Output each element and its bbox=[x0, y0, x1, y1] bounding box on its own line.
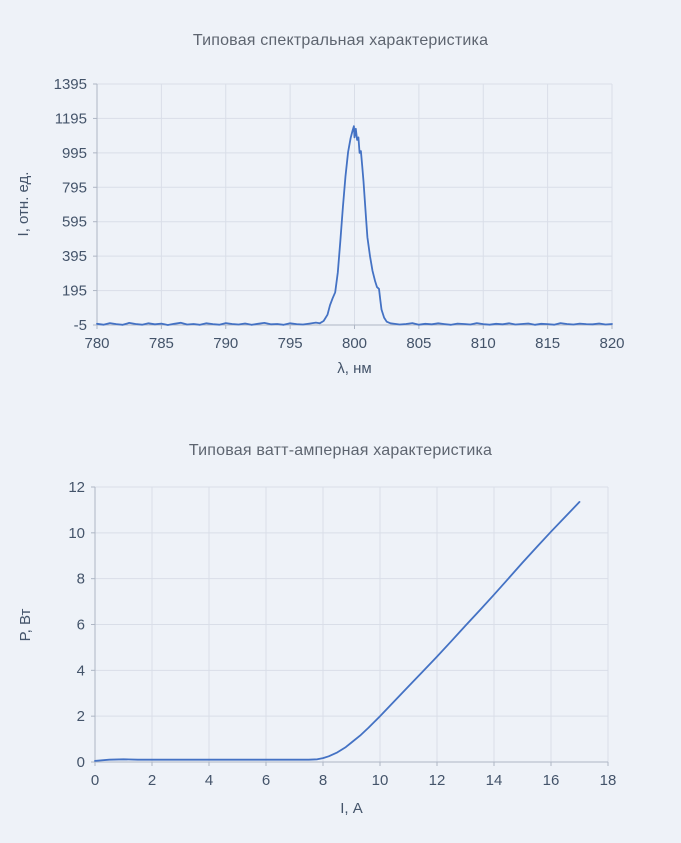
svg-text:0: 0 bbox=[77, 754, 85, 771]
svg-text:16: 16 bbox=[543, 772, 560, 789]
svg-text:820: 820 bbox=[599, 335, 624, 352]
svg-text:1395: 1395 bbox=[54, 76, 87, 93]
svg-text:6: 6 bbox=[77, 617, 85, 634]
spectral-chart-title: Типовая спектральная характеристика bbox=[192, 32, 489, 49]
svg-text:0: 0 bbox=[91, 772, 99, 789]
svg-text:995: 995 bbox=[62, 145, 87, 162]
svg-text:10: 10 bbox=[372, 772, 389, 789]
svg-text:6: 6 bbox=[262, 772, 270, 789]
svg-text:805: 805 bbox=[406, 335, 431, 352]
power-current-y-axis-title: P, Вт bbox=[17, 608, 34, 642]
svg-text:18: 18 bbox=[600, 772, 617, 789]
spectral-plot: 780 785 790 795 800 805 810 815 820 -5 195 395 595 79… bbox=[54, 76, 625, 352]
svg-text:195: 195 bbox=[62, 283, 87, 300]
power-current-chart: 0 2 4 6 8 10 12 14 16 18 0 2 4 6 8 10 12 Типовая ватт-ам… bbox=[0, 420, 681, 843]
power-current-plot: 0 2 4 6 8 10 12 14 16 18 0 2 4 6 8 10 12 bbox=[68, 479, 617, 789]
spectral-chart: 780 785 790 795 800 805 810 815 820 -5 195 395 595 79… bbox=[0, 0, 681, 420]
svg-text:795: 795 bbox=[278, 335, 303, 352]
power-current-x-axis-title: I, А bbox=[340, 800, 363, 817]
svg-text:790: 790 bbox=[213, 335, 238, 352]
svg-text:4: 4 bbox=[205, 772, 213, 789]
svg-text:785: 785 bbox=[149, 335, 174, 352]
svg-text:2: 2 bbox=[77, 708, 85, 725]
spectral-x-axis-title: λ, нм bbox=[337, 360, 372, 377]
svg-text:8: 8 bbox=[319, 772, 327, 789]
svg-text:12: 12 bbox=[68, 479, 85, 496]
svg-text:795: 795 bbox=[62, 179, 87, 196]
svg-text:12: 12 bbox=[429, 772, 446, 789]
svg-text:-5: -5 bbox=[74, 317, 87, 334]
power-current-chart-title: Типовая ватт-амперная характеристика bbox=[188, 442, 493, 459]
svg-text:8: 8 bbox=[77, 571, 85, 588]
svg-text:4: 4 bbox=[77, 662, 85, 679]
svg-text:815: 815 bbox=[535, 335, 560, 352]
svg-text:14: 14 bbox=[486, 772, 503, 789]
svg-text:780: 780 bbox=[84, 335, 109, 352]
svg-text:1195: 1195 bbox=[55, 110, 87, 127]
svg-text:800: 800 bbox=[342, 335, 367, 352]
svg-text:10: 10 bbox=[68, 525, 85, 542]
svg-text:595: 595 bbox=[62, 214, 87, 231]
svg-text:2: 2 bbox=[148, 772, 156, 789]
spectral-y-axis-title: I, отн. ед. bbox=[15, 171, 32, 237]
svg-text:810: 810 bbox=[471, 335, 496, 352]
svg-text:395: 395 bbox=[62, 248, 87, 265]
